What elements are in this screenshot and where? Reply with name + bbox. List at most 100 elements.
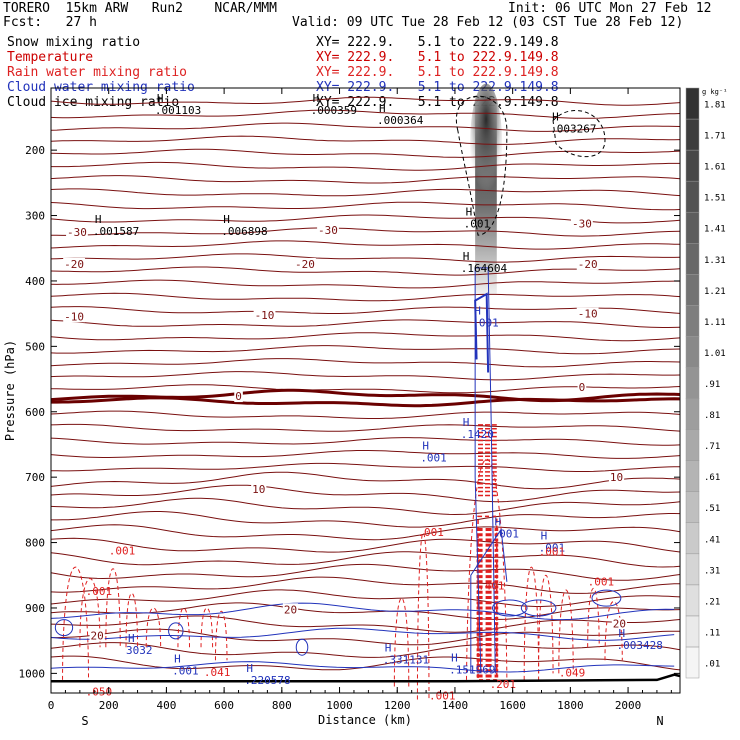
maximum-value-label: .1420 (461, 428, 494, 441)
temperature-contours (50, 96, 681, 671)
colorbar-label: 1.71 (704, 132, 726, 142)
isotherm (50, 524, 681, 541)
colorbar-segment (685, 149, 700, 182)
high-marker: H (422, 439, 429, 452)
isotherm (51, 511, 681, 528)
rain-value-label: .401 (478, 580, 505, 593)
colorbar-segment (685, 180, 700, 213)
isotherm (50, 437, 681, 446)
isotherm (50, 240, 681, 250)
cloud-ice-contours (455, 95, 606, 236)
high-marker: H (541, 530, 548, 543)
terrain (51, 673, 681, 683)
colorbar-label: 1.11 (704, 318, 726, 328)
x-tick-label: 800 (272, 699, 292, 712)
isotherm (50, 471, 681, 490)
rain-envelope (465, 459, 508, 680)
temperature-label: -20 (64, 258, 84, 271)
temperature-label: -20 (295, 258, 315, 271)
colorbar-label: 1.01 (704, 349, 726, 359)
isotherm (50, 602, 681, 620)
terrain-line (51, 673, 681, 683)
maximum-value-label: .000364 (377, 114, 424, 127)
maximum-value-label: .001 (472, 317, 499, 330)
cloud-cell (295, 638, 309, 656)
isotherm (50, 96, 681, 106)
cloud-layer (50, 602, 675, 621)
cloud-contour (470, 528, 508, 674)
rain-value-label: .201 (490, 678, 517, 691)
colorbar-label: 1.81 (704, 101, 726, 111)
label-bg (608, 471, 625, 484)
x-tick-label: 1000 (326, 699, 353, 712)
rain-value-label: .001 (417, 526, 444, 539)
high-marker: H (385, 642, 392, 655)
label-bg (251, 482, 267, 495)
high-marker: H (474, 305, 481, 318)
legend-snow: Snow mixing ratio (7, 35, 141, 50)
legend-rain: Rain water mixing ratio (7, 65, 188, 80)
y-tick-label: 1000 (19, 667, 46, 680)
rain-contour (604, 600, 623, 661)
rain-contour (105, 568, 121, 648)
isotherm (50, 537, 681, 553)
isotherm (50, 201, 681, 211)
colorbar-label: .01 (704, 659, 720, 669)
maximum-value-label: .001 (464, 217, 491, 230)
header-forecast-hour: Fcst: 27 h (3, 15, 97, 30)
maximum-value-label: .006898 (221, 225, 267, 238)
isotherm (50, 253, 681, 263)
isotherm (50, 306, 681, 314)
temperature-label: 0 (235, 390, 242, 403)
maximum-value-label: .001587 (93, 225, 139, 238)
isotherm (50, 292, 681, 302)
isotherm (51, 384, 681, 394)
isotherm (50, 135, 681, 145)
colorbar-label: .81 (704, 411, 720, 421)
x-tick-label: 1800 (557, 699, 584, 712)
rain-contour (416, 532, 430, 700)
temperature-label: 20 (91, 629, 104, 642)
cloud-layer (50, 627, 675, 641)
rain-contour (523, 566, 540, 680)
high-marker: H (174, 653, 181, 666)
legend-rain-xy: XY= 222.9. 5.1 to 222.9.149.8 (316, 65, 559, 80)
isotherm (50, 484, 681, 503)
y-tick-label: 400 (25, 275, 45, 288)
label-bg (611, 617, 628, 630)
maximum-value-label: .001 (492, 527, 518, 540)
temperature-label: 10 (252, 483, 265, 496)
isotherm (51, 161, 680, 171)
isotherm (50, 122, 681, 132)
colorbar-label: 1.51 (704, 194, 726, 204)
colorbar-segment (685, 460, 700, 492)
isotherm (51, 628, 681, 646)
rain-contour (214, 610, 228, 661)
label-bg (234, 390, 243, 403)
temperature-label: -30 (67, 226, 87, 239)
x-tick-label: 1400 (442, 699, 469, 712)
high-marker: H (463, 416, 470, 429)
maximum-value-label: .000359 (311, 104, 357, 117)
rain-value-label: .001 (539, 546, 566, 559)
header-init-time: Init: 06 UTC Mon 27 Feb 12 (508, 1, 712, 16)
isotherm (50, 450, 681, 459)
maximum-value-label: .164604 (461, 262, 508, 275)
high-marker: H (95, 213, 102, 226)
rain-contour (558, 589, 574, 674)
temperature-label: -10 (64, 310, 84, 323)
cloud-column-inner (474, 292, 490, 373)
cloud-column (474, 267, 496, 674)
north-end-label: N (656, 714, 663, 728)
colorbar-label: 1.21 (704, 287, 726, 297)
temperature-label: 20 (613, 618, 626, 631)
colorbar-segment (685, 584, 700, 617)
x-tick-label: 2000 (615, 699, 642, 712)
colorbar-label: .91 (704, 380, 720, 390)
header-valid-time: Valid: 09 UTC Tue 28 Feb 12 (03 CST Tue … (292, 15, 684, 30)
temperature-label: -20 (578, 258, 598, 271)
maximum-value-label: .003428 (617, 639, 663, 652)
colorbar-segment (685, 522, 700, 555)
colorbar-label: 1.41 (704, 225, 726, 235)
